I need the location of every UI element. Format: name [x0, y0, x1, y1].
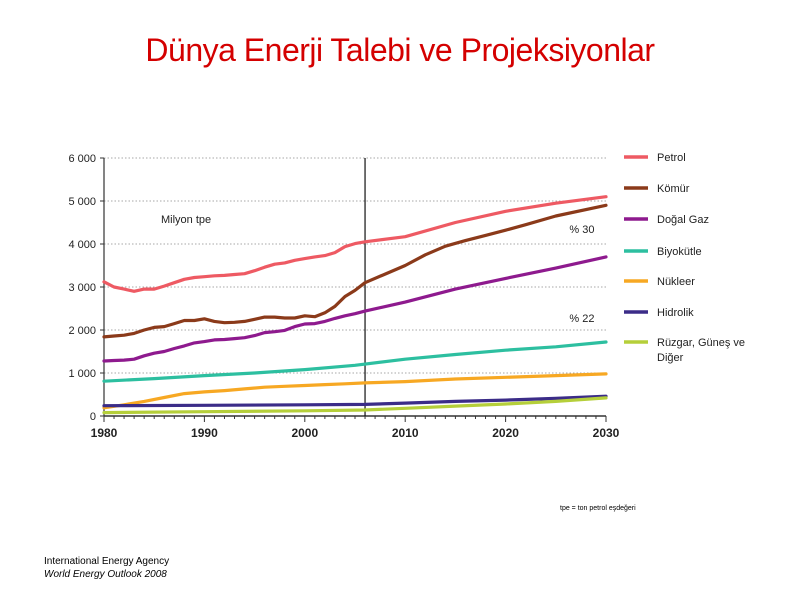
y-tick-label: 6 000	[68, 153, 96, 165]
series-line	[102, 203, 608, 339]
y-tick-label: 3 000	[68, 282, 96, 294]
series-line	[102, 372, 608, 410]
legend-label: Kömür	[657, 183, 690, 195]
series-line	[102, 394, 608, 408]
x-tick-label: 2010	[392, 426, 419, 440]
unit-label: Milyon tpe	[161, 214, 211, 226]
growth-annotation: % 22	[569, 313, 594, 325]
growth-annotation: % 30	[569, 224, 594, 236]
unit-footnote: tpe = ton petrol eşdeğeri	[560, 505, 636, 512]
x-tick-label: 1980	[91, 426, 118, 440]
y-tick-label: 0	[90, 411, 96, 423]
series-line	[102, 340, 608, 383]
legend-label: Nükleer	[657, 276, 695, 288]
source-credit: International Energy Agency World Energy…	[44, 555, 169, 581]
series-line	[102, 195, 608, 293]
x-tick-label: 2000	[291, 426, 318, 440]
x-tick-label: 2030	[593, 426, 620, 440]
y-tick-label: 5 000	[68, 196, 96, 208]
legend-label: Rüzgar, Güneş ve Diğer	[657, 337, 745, 364]
legend-label: Biyokütle	[657, 246, 702, 258]
series-line	[102, 396, 608, 415]
source-org: International Energy Agency	[44, 556, 170, 567]
y-tick-label: 1 000	[68, 368, 96, 380]
legend-label: Hidrolik	[657, 307, 694, 319]
y-tick-label: 4 000	[68, 239, 96, 251]
page-title: Dünya Enerji Talebi ve Projeksiyonlar	[145, 32, 655, 68]
x-tick-label: 2020	[492, 426, 519, 440]
legend-label: Doğal Gaz	[657, 214, 709, 226]
y-tick-label: 2 000	[68, 325, 96, 337]
x-tick-label: 1990	[191, 426, 218, 440]
source-publication: World Energy Outlook 2008	[44, 569, 167, 580]
series-line	[102, 255, 608, 363]
legend-label: Petrol	[657, 152, 686, 164]
